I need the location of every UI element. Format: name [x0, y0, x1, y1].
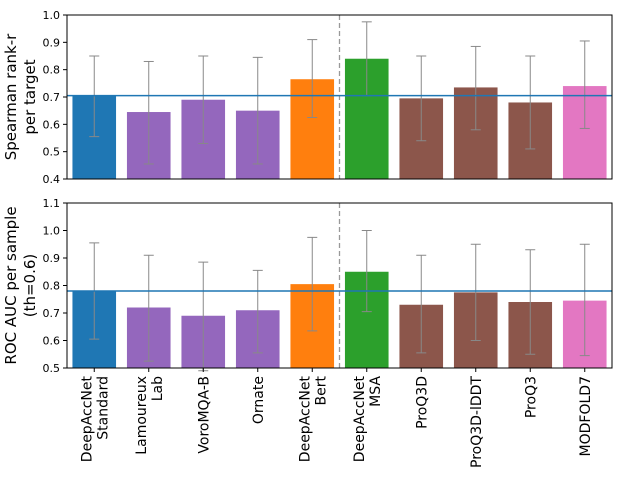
y-tick-label-0-3: 0.7 — [43, 91, 61, 104]
y-tick-label-0-6: 1.0 — [43, 9, 61, 22]
x-category-label-1: LamoureuxLab — [134, 376, 166, 455]
errorbar-1-5 — [361, 230, 372, 313]
errorbar-0-7 — [470, 45, 481, 131]
errorbar-1-4 — [307, 236, 318, 332]
y-axis-title-1: ROC AUC per sample(th=0.6) — [2, 206, 39, 364]
errorbar-0-3 — [252, 56, 263, 165]
x-category-label-0: DeepAccNetStandard — [79, 375, 111, 462]
x-category-label-4: DeepAccNetBert — [297, 375, 329, 462]
x-category-label-8: ProQ3 — [523, 376, 539, 418]
y-tick-label-1-5: 1.0 — [43, 225, 61, 238]
x-category-label-5: DeepAccNetMSA — [352, 375, 384, 462]
y-tick-label-1-2: 0.7 — [43, 307, 61, 320]
bottom-panel-roc-auc: 0.5 0.6 0.7 0.8 0.9 1.0 1.1 ROC AUC per sample(… — [2, 197, 613, 375]
y-tick-label-0-1: 0.5 — [43, 146, 61, 159]
x-category-label-7: ProQ3D-lDDT — [469, 376, 485, 468]
x-axis-category-labels: DeepAccNetStandard LamoureuxLab VoroMQA-B O… — [79, 368, 594, 468]
top-panel-spearman: 0.4 0.5 0.6 0.7 0.8 0.9 1.0 Spearman rank-rper … — [2, 9, 613, 186]
x-category-label-2: VoroMQA-B — [196, 376, 212, 454]
y-axis-title-0: Spearman rank-rper target — [2, 33, 39, 160]
y-tick-label-1-6: 1.1 — [43, 197, 61, 210]
errorbar-0-4 — [307, 39, 318, 118]
y-tick-label-0-5: 0.9 — [43, 36, 61, 49]
errorbar-1-8 — [525, 249, 536, 355]
errorbar-1-9 — [579, 243, 590, 357]
x-category-label-6: ProQ3D — [414, 376, 430, 429]
errorbar-0-8 — [525, 55, 536, 150]
y-tick-label-0-4: 0.8 — [43, 64, 61, 77]
errorbar-0-1 — [143, 60, 154, 165]
y-tick-label-1-3: 0.8 — [43, 280, 61, 293]
errorbar-1-3 — [252, 269, 263, 354]
x-category-label-3: Ornate — [251, 376, 267, 424]
errorbar-1-1 — [143, 254, 154, 362]
errorbar-0-9 — [579, 40, 590, 129]
y-tick-label-0-0: 0.4 — [43, 173, 61, 186]
errorbar-0-6 — [416, 55, 427, 142]
errorbar-1-6 — [416, 254, 427, 354]
y-tick-label-0-2: 0.6 — [43, 118, 61, 131]
y-tick-label-1-1: 0.6 — [43, 335, 61, 348]
errorbar-1-7 — [470, 243, 481, 341]
y-tick-label-1-4: 0.9 — [43, 252, 61, 265]
y-tick-label-1-0: 0.5 — [43, 362, 61, 375]
x-category-label-9: MODFOLD7 — [578, 376, 594, 456]
errorbar-0-2 — [198, 55, 209, 144]
